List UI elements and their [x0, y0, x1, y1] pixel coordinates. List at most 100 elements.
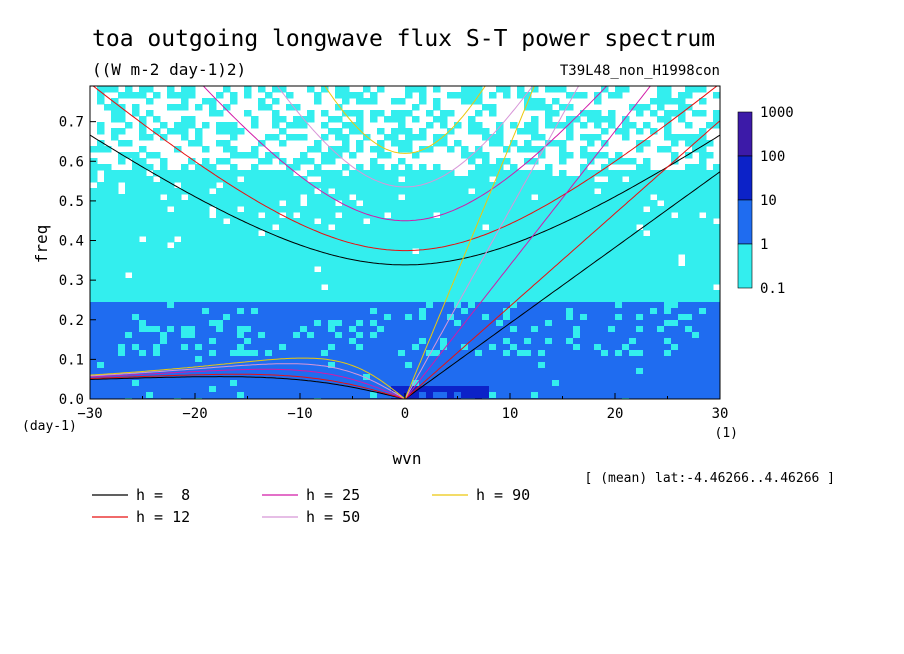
shading-cell	[692, 314, 700, 321]
shading-cell	[209, 380, 217, 387]
shading-cell	[335, 206, 343, 213]
shading-cell	[615, 254, 623, 261]
shading-cell	[692, 344, 700, 351]
shading-cell	[286, 164, 294, 171]
shading-cell	[692, 326, 700, 333]
shading-cell	[615, 176, 623, 183]
shading-cell	[587, 158, 595, 165]
shading-cell	[391, 380, 399, 387]
shading-cell	[265, 320, 273, 327]
shading-cell	[153, 230, 161, 237]
shading-cell	[286, 200, 294, 207]
shading-cell	[90, 332, 98, 339]
shading-cell	[482, 176, 490, 183]
x-tick-label: −30	[77, 406, 102, 422]
shading-cell	[699, 266, 707, 273]
shading-cell	[307, 326, 315, 333]
shading-cell	[545, 308, 553, 315]
shading-cell	[223, 350, 231, 357]
shading-cell	[195, 176, 203, 183]
shading-cell	[391, 188, 399, 195]
shading-cell	[664, 230, 672, 237]
shading-cell	[622, 344, 630, 351]
shading-cell	[223, 128, 231, 135]
shading-cell	[349, 128, 357, 135]
shading-cell	[713, 374, 720, 381]
shading-cell	[482, 302, 490, 309]
shading-cell	[461, 350, 469, 357]
shading-cell	[167, 326, 175, 333]
shading-cell	[622, 194, 630, 201]
shading-cell	[524, 170, 532, 177]
shading-cell	[279, 368, 287, 375]
shading-cell	[412, 272, 420, 279]
shading-cell	[412, 356, 420, 363]
shading-cell	[111, 170, 119, 177]
shading-cell	[699, 332, 707, 339]
shading-cell	[622, 254, 630, 261]
x-tick-label: −10	[287, 406, 312, 422]
shading-cell	[699, 380, 707, 387]
shading-cell	[685, 374, 693, 381]
y-tick-label: 0.2	[59, 313, 84, 329]
shading-cell	[293, 380, 301, 387]
shading-cell	[566, 380, 574, 387]
shading-cell	[664, 248, 672, 255]
shading-cell	[594, 272, 602, 279]
shading-cell	[426, 368, 434, 375]
shading-cell	[146, 110, 154, 117]
shading-cell	[307, 158, 315, 165]
shading-cell	[349, 254, 357, 261]
shading-cell	[111, 326, 119, 333]
shading-cell	[580, 266, 588, 273]
shading-cell	[433, 350, 441, 357]
shading-cell	[153, 266, 161, 273]
shading-cell	[356, 332, 364, 339]
shading-cell	[552, 284, 560, 291]
shading-cell	[671, 218, 679, 225]
shading-cell	[475, 230, 483, 237]
shading-cell	[650, 230, 658, 237]
shading-cell	[538, 194, 546, 201]
shading-cell	[538, 134, 546, 141]
shading-cell	[349, 152, 357, 159]
shading-cell	[405, 188, 413, 195]
legend-label: h = 50	[306, 508, 360, 526]
shading-cell	[650, 368, 658, 375]
shading-cell	[615, 290, 623, 297]
shading-cell	[195, 296, 203, 303]
shading-cell	[181, 284, 189, 291]
shading-cell	[503, 206, 511, 213]
shading-cell	[678, 182, 686, 189]
shading-cell	[447, 200, 455, 207]
shading-cell	[132, 182, 140, 189]
shading-cell	[335, 272, 343, 279]
shading-cell	[195, 248, 203, 255]
shading-cell	[111, 134, 119, 141]
shading-cell	[104, 212, 112, 219]
shading-cell	[391, 302, 399, 309]
shading-cell	[657, 116, 665, 123]
shading-cell	[244, 86, 252, 93]
shading-cell	[90, 314, 98, 321]
shading-cell	[363, 326, 371, 333]
shading-cell	[153, 284, 161, 291]
shading-cell	[475, 110, 483, 117]
shading-cell	[671, 170, 679, 177]
shading-cell	[706, 170, 714, 177]
shading-cell	[188, 86, 196, 93]
shading-cell	[97, 266, 105, 273]
shading-cell	[230, 272, 238, 279]
shading-cell	[531, 296, 539, 303]
shading-cell	[503, 386, 511, 393]
shading-cell	[195, 266, 203, 273]
shading-cell	[461, 218, 469, 225]
shading-cell	[195, 302, 203, 309]
shading-cell	[139, 266, 147, 273]
shading-cell	[552, 140, 560, 147]
shading-cell	[580, 386, 588, 393]
shading-cell	[706, 260, 714, 267]
shading-cell	[692, 308, 700, 315]
shading-cell	[489, 296, 497, 303]
shading-cell	[160, 386, 168, 393]
